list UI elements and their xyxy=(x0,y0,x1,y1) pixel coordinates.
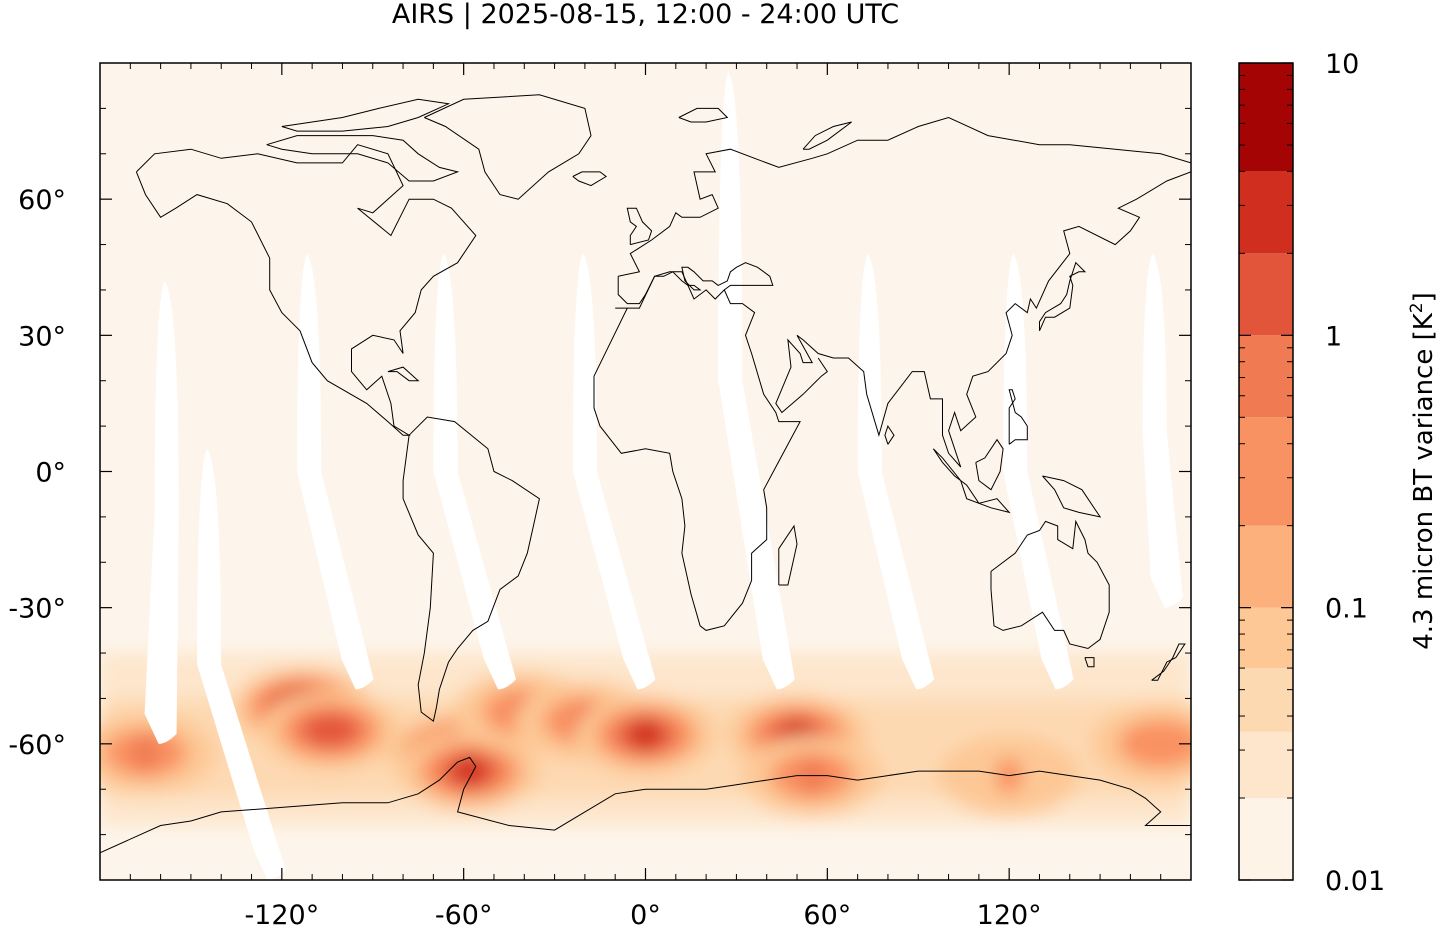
y-tick-label: -60° xyxy=(8,730,66,761)
x-tick-label: -60° xyxy=(435,900,493,930)
variance-hotspot xyxy=(260,690,401,771)
variance-hotspot xyxy=(1090,703,1191,784)
x-tick-label: -120° xyxy=(244,900,319,930)
swath-gap xyxy=(144,280,179,744)
coastline-australia xyxy=(990,519,1110,650)
map-ticks: -120° -60° 0° 60° 120° 60° 30° 0° -30° -60° xyxy=(8,63,1191,930)
x-tick-label: 0° xyxy=(630,900,661,930)
map-area xyxy=(100,63,1191,880)
colorbar-level xyxy=(1239,417,1293,526)
coastline-philippines xyxy=(1008,389,1028,445)
coastlines xyxy=(100,94,1191,854)
x-tick-label: 60° xyxy=(803,900,851,930)
coastline-madagascar xyxy=(778,524,798,586)
coastline-new-guinea xyxy=(1042,475,1102,518)
swath-gap xyxy=(197,448,286,880)
variance-hotspot xyxy=(399,731,540,812)
colorbar-label: 4.3 micron BT variance [K2] xyxy=(1407,292,1439,650)
swath-gap xyxy=(433,253,517,690)
variance-field xyxy=(100,653,1191,826)
coastline-new-zealand xyxy=(1151,643,1186,681)
swath-gap xyxy=(718,72,795,690)
variance-hotspot xyxy=(575,694,716,775)
swath-gap xyxy=(1003,253,1074,690)
colorbar-tick-label: 10 xyxy=(1325,49,1359,80)
coastline-north-america xyxy=(135,144,477,436)
colorbar-tick-label: 0.1 xyxy=(1325,594,1368,625)
colorbar-level xyxy=(1239,607,1293,669)
colorbar-level xyxy=(1239,525,1293,608)
coastline-indonesia xyxy=(932,448,1011,514)
swath-gap xyxy=(297,253,374,690)
colorbar-level xyxy=(1239,171,1293,254)
coastline-greenland xyxy=(424,94,592,200)
coastline-novaya-zemlya xyxy=(802,121,852,150)
colorbar-frame xyxy=(1238,62,1294,881)
coastline-sri-lanka xyxy=(884,424,895,445)
colorbar-level xyxy=(1239,63,1293,172)
swath-gap xyxy=(857,253,935,690)
data-gaps xyxy=(144,72,1183,880)
colorbar-level xyxy=(1239,253,1293,336)
y-tick-label: 0° xyxy=(35,458,66,489)
coastline-borneo xyxy=(975,438,1004,491)
coastline-europe-asia xyxy=(618,116,1191,468)
coastline-tasmania xyxy=(1084,657,1095,668)
y-tick-label: -30° xyxy=(8,594,66,625)
coastline-iceland xyxy=(572,171,607,187)
y-tick-label: 60° xyxy=(18,185,66,216)
coastline-svalbard xyxy=(678,107,729,123)
coastline-uk xyxy=(626,207,653,246)
coastline-cuba xyxy=(387,366,420,382)
colorbar-level xyxy=(1239,668,1293,732)
colorbar: 10 1 0.1 0.01 4.3 micron BT variance [K2] xyxy=(1238,49,1439,897)
coastline-mediterranean-north xyxy=(617,262,774,305)
colorbar-level xyxy=(1239,798,1293,880)
coastline-japan xyxy=(1039,261,1087,332)
coastline-canadian-arctic xyxy=(266,135,460,182)
variance-hotspot xyxy=(100,712,216,793)
coastline-south-america xyxy=(402,416,540,722)
coastline-antarctica xyxy=(100,756,1191,854)
x-tick-label: 120° xyxy=(977,900,1042,930)
coastline-canadian-arctic-north xyxy=(281,98,451,132)
colorbar-level xyxy=(1239,335,1293,418)
colorbar-tick-label: 1 xyxy=(1325,321,1342,352)
colorbar-tick-label: 0.01 xyxy=(1325,866,1385,897)
y-tick-label: 30° xyxy=(18,321,66,352)
swath-gap xyxy=(1142,253,1183,608)
swath-gap xyxy=(572,253,656,690)
colorbar-level xyxy=(1239,731,1293,799)
plot-title: AIRS | 2025-08-15, 12:00 - 24:00 UTC xyxy=(391,0,900,30)
coastline-eurasia-africa xyxy=(593,271,801,631)
